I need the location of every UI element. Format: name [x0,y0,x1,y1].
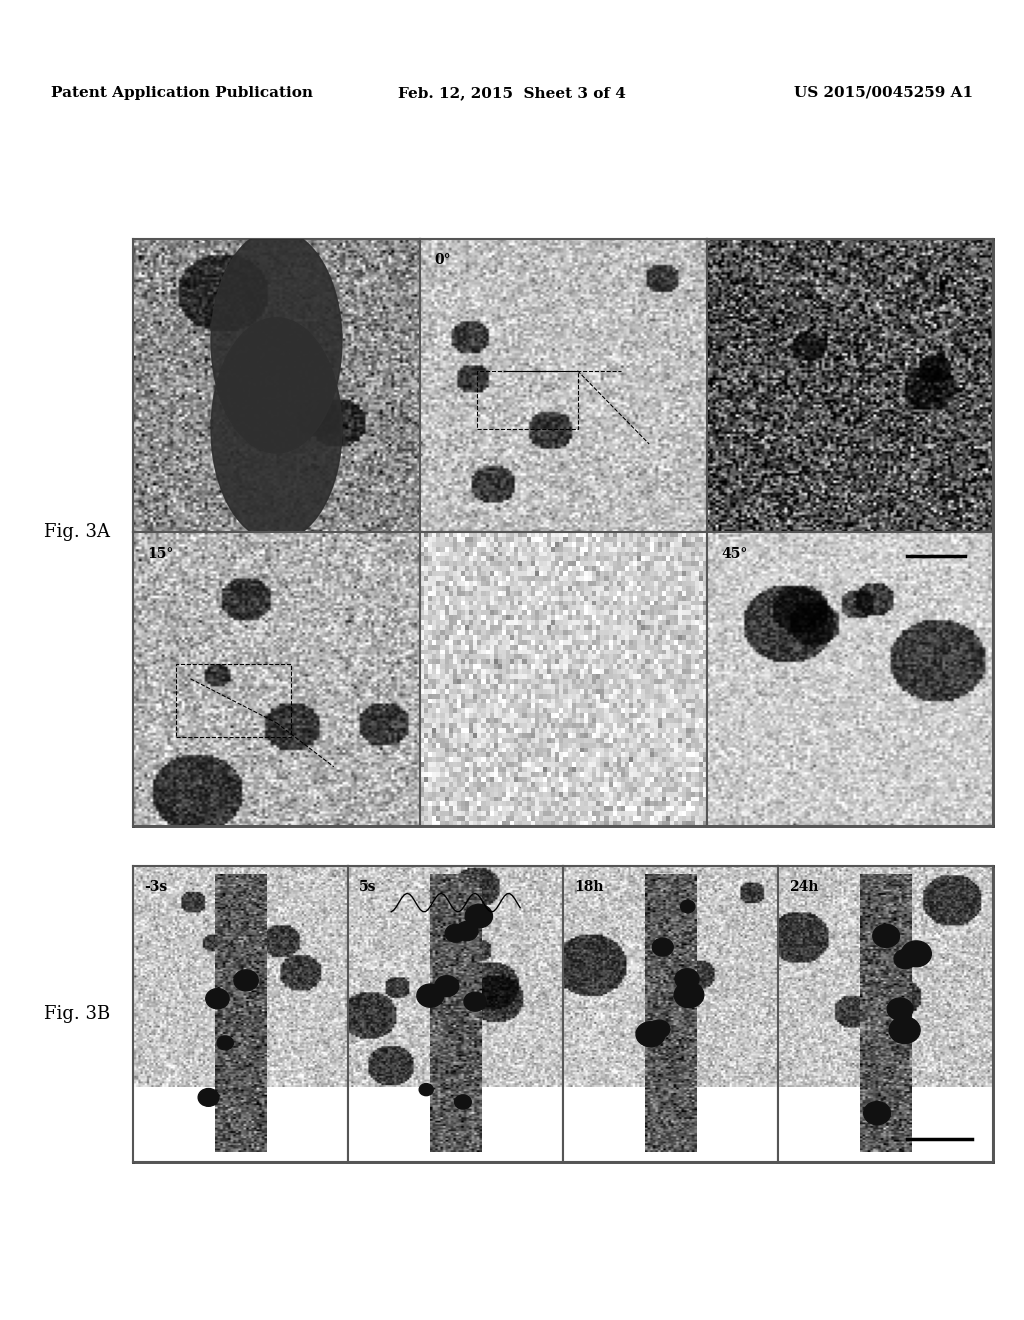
Text: US 2015/0045259 A1: US 2015/0045259 A1 [794,86,973,100]
Circle shape [636,1022,666,1047]
Circle shape [464,993,486,1011]
Circle shape [445,924,466,942]
Text: 0°: 0° [434,253,451,268]
Circle shape [681,900,695,912]
Bar [477,371,578,429]
Circle shape [465,904,493,928]
Circle shape [887,998,913,1020]
Bar [176,664,291,738]
Circle shape [889,1016,921,1043]
Circle shape [455,1094,471,1109]
Text: 18h: 18h [573,880,603,895]
Circle shape [199,1089,219,1106]
Text: Patent Application Publication: Patent Application Publication [51,86,313,100]
Circle shape [894,949,916,969]
Circle shape [206,989,229,1008]
Circle shape [863,1102,891,1125]
Circle shape [419,1084,433,1096]
Circle shape [649,1020,670,1039]
Circle shape [675,969,699,990]
Polygon shape [211,230,342,453]
Circle shape [233,970,258,991]
Circle shape [456,921,478,941]
Circle shape [435,975,459,997]
Circle shape [652,939,673,956]
Polygon shape [211,318,342,541]
Polygon shape [211,230,342,453]
Circle shape [872,924,899,948]
Text: Feb. 12, 2015  Sheet 3 of 4: Feb. 12, 2015 Sheet 3 of 4 [398,86,626,100]
Text: 45°: 45° [721,546,748,561]
Circle shape [417,983,443,1007]
Circle shape [217,1036,233,1049]
Text: -3s: -3s [143,880,167,895]
Text: Fig. 3A: Fig. 3A [44,523,110,541]
Circle shape [901,941,932,966]
Circle shape [674,982,703,1007]
Polygon shape [211,318,342,541]
Text: 24h: 24h [788,880,818,895]
Text: 5s: 5s [358,880,377,895]
Text: Fig. 3B: Fig. 3B [44,1005,110,1023]
Text: 15°: 15° [147,546,174,561]
